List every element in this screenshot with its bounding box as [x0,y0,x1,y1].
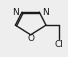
Text: N: N [42,7,49,16]
Text: O: O [27,34,34,42]
Text: Cl: Cl [55,40,64,49]
Text: N: N [13,7,19,16]
